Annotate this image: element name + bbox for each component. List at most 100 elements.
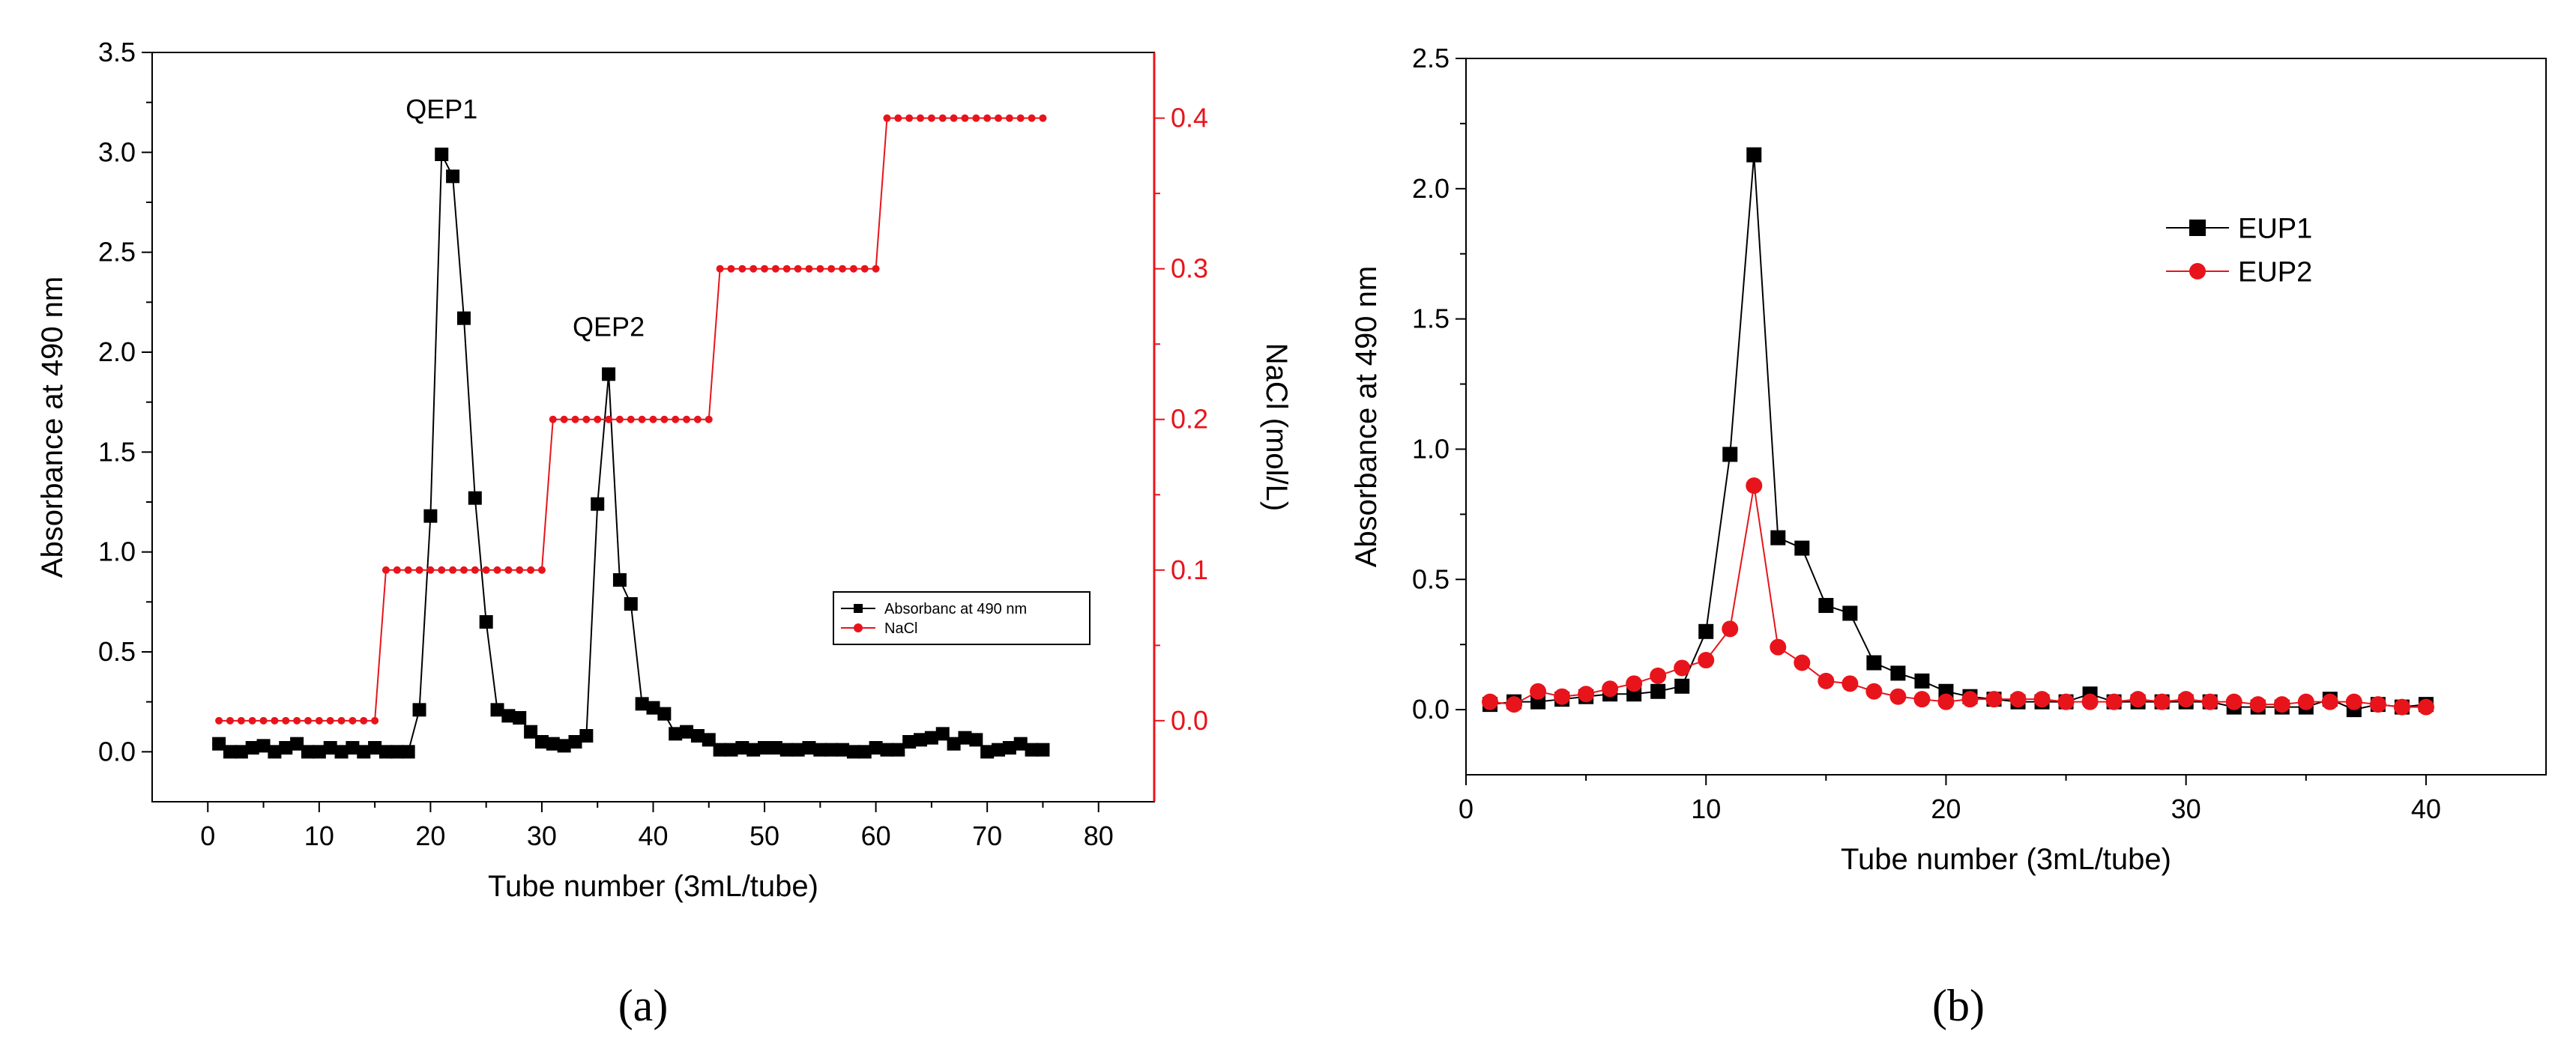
data-point — [883, 114, 891, 122]
data-point — [301, 745, 315, 759]
data-point — [1722, 447, 1738, 462]
y-tick-label: 2.5 — [98, 237, 136, 267]
y2-tick-label: 0.0 — [1171, 705, 1208, 736]
x-tick-label: 80 — [1084, 820, 1114, 851]
data-point — [995, 114, 1003, 122]
data-point — [2177, 691, 2195, 708]
data-point — [1506, 696, 1523, 713]
data-point — [782, 264, 791, 273]
data-point — [1865, 683, 1883, 700]
x-tick-label: 30 — [2171, 793, 2201, 824]
data-point — [349, 716, 357, 725]
data-point — [1650, 667, 1667, 684]
peak-annotation: QEP1 — [405, 94, 477, 124]
data-point — [813, 743, 827, 757]
data-point — [2129, 691, 2147, 708]
x-tick-label: 10 — [1691, 793, 1721, 824]
data-point — [2321, 693, 2338, 710]
data-point — [571, 415, 579, 423]
x-tick-label: 50 — [749, 820, 779, 851]
data-point — [1602, 680, 1619, 698]
data-point — [357, 745, 371, 759]
y-tick-label: 0.5 — [98, 636, 136, 667]
data-point — [401, 745, 415, 759]
data-point — [293, 716, 301, 725]
data-point — [1674, 659, 1691, 677]
data-point — [902, 735, 917, 749]
data-point — [702, 733, 716, 747]
data-point — [802, 741, 816, 755]
data-point — [1554, 688, 1571, 705]
data-point — [791, 743, 805, 757]
data-point — [537, 566, 546, 574]
y2-tick-label: 0.3 — [1171, 253, 1208, 284]
data-point — [471, 566, 479, 574]
x-axis-label: Tube number (3mL/tube) — [488, 870, 818, 903]
data-point — [612, 573, 627, 587]
data-point — [223, 745, 237, 759]
data-point — [836, 743, 850, 757]
data-point — [771, 264, 779, 273]
data-point — [513, 711, 527, 725]
data-point — [849, 264, 857, 273]
data-point — [579, 729, 594, 743]
data-point — [1013, 737, 1028, 751]
data-point — [501, 709, 516, 723]
y2-tick-label: 0.1 — [1171, 554, 1208, 585]
data-point — [1770, 530, 1786, 545]
data-point — [860, 264, 869, 273]
legend-swatch-marker — [2189, 220, 2206, 236]
data-point — [582, 415, 591, 423]
data-point — [2105, 693, 2123, 710]
data-point — [1016, 114, 1025, 122]
series-line-EUP2 — [1489, 485, 2426, 708]
data-point — [459, 566, 468, 574]
data-point — [846, 745, 860, 759]
data-point — [479, 615, 493, 629]
data-point — [891, 743, 905, 757]
y2-tick-label: 0.2 — [1171, 404, 1208, 435]
data-point — [935, 727, 950, 741]
data-point — [638, 415, 646, 423]
data-point — [635, 697, 649, 711]
legend: Absorbanc at 490 nm NaCl — [833, 591, 1091, 645]
data-point — [334, 745, 349, 759]
plot-frame — [1465, 58, 2547, 776]
data-point — [568, 735, 582, 749]
x-tick-label: 0 — [200, 820, 215, 851]
data-point — [2201, 693, 2218, 710]
data-point — [426, 566, 435, 574]
series-line-EUP1 — [1489, 154, 2426, 711]
data-point — [438, 566, 446, 574]
data-point — [1841, 675, 1859, 692]
panel-label: (b) — [1932, 981, 1985, 1030]
data-point — [449, 566, 457, 574]
data-point — [1889, 688, 1907, 705]
data-point — [1005, 114, 1013, 122]
data-point — [2057, 693, 2075, 710]
data-point — [1036, 743, 1050, 757]
data-point — [724, 743, 738, 757]
data-point — [234, 745, 248, 759]
data-point — [381, 566, 390, 574]
y-tick-label: 1.5 — [98, 436, 136, 467]
x-tick-label: 40 — [638, 820, 668, 851]
data-point — [857, 745, 872, 759]
y-tick-label: 3.5 — [98, 37, 136, 67]
data-point — [2081, 693, 2099, 710]
data-point — [1530, 683, 1547, 700]
data-point — [2297, 693, 2314, 710]
chart-panel-b: 0 10 20 30 40 0.0 0.5 1.0 1.5 2.0 2.5 Tube number (… — [1350, 43, 2547, 1030]
data-point — [415, 566, 423, 574]
data-point — [304, 716, 312, 725]
data-point — [456, 311, 471, 325]
panel-label: (a) — [618, 981, 669, 1030]
data-point — [312, 745, 326, 759]
data-point — [346, 741, 360, 755]
data-point — [482, 566, 490, 574]
data-point — [390, 745, 404, 759]
peak-annotation: QEP2 — [573, 312, 645, 342]
data-point — [516, 566, 524, 574]
data-point — [1746, 477, 1763, 495]
y-tick-label: 2.0 — [98, 336, 136, 367]
